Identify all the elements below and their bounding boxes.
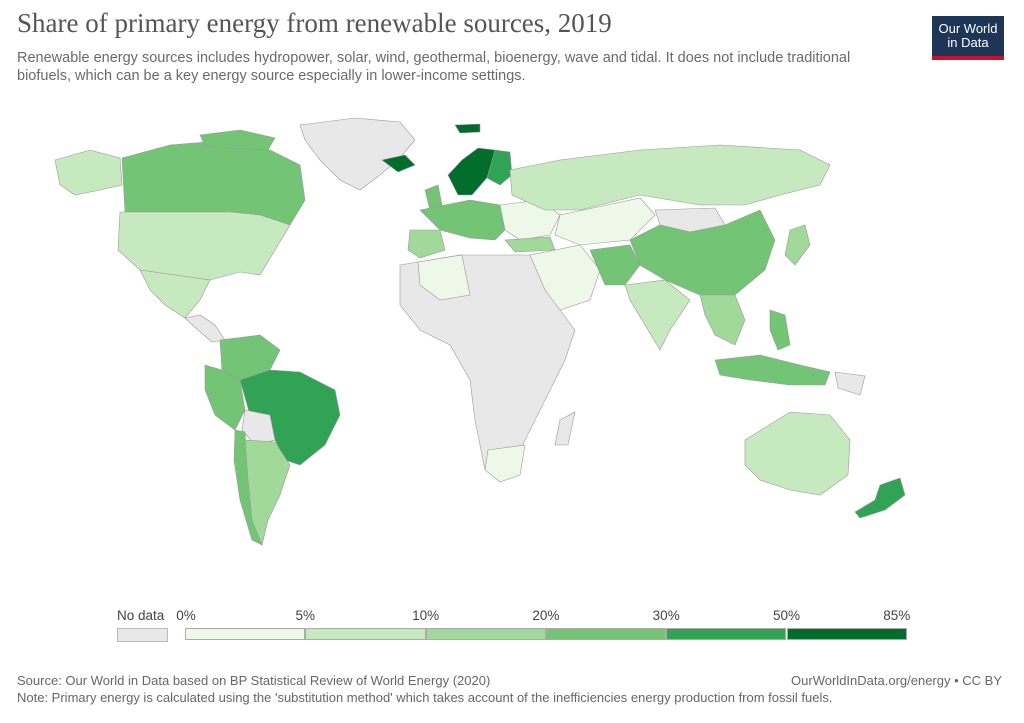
logo-line-1: Our World [938,21,998,36]
region-new-zealand[interactable] [854,477,906,519]
region-australia[interactable] [744,411,851,496]
region-svalbard[interactable] [454,123,481,134]
legend-tick-label: 10% [412,608,440,623]
world-map [54,117,906,546]
region-finland[interactable] [486,149,513,186]
region-central-america[interactable] [184,314,226,343]
legend-bin-1 [305,628,426,640]
region-western-europe[interactable] [419,199,511,241]
region-se-asia[interactable] [699,294,746,346]
legend-tick-label: 5% [295,608,316,623]
region-philippines[interactable] [769,309,791,351]
region-china[interactable] [629,209,776,296]
region-indonesia[interactable] [714,354,831,386]
legend-bin-5 [786,628,907,640]
region-russia[interactable] [509,144,831,211]
legend-tick-label: 0% [176,608,196,623]
legend-bin-2 [425,628,546,640]
logo-line-2: in Data [947,35,989,50]
legend-no-data-label: No data [117,608,165,623]
region-madagascar[interactable] [554,411,576,446]
region-canada-islands[interactable] [199,129,276,151]
credit-link[interactable]: OurWorldInData.org/energy • CC BY [791,673,1002,688]
region-greenland[interactable] [299,117,416,191]
chart-title: Share of primary energy from renewable s… [17,8,612,38]
legend-tick-label: 50% [772,608,801,623]
region-usa[interactable] [117,211,291,281]
region-iceland[interactable] [381,154,416,173]
region-argentina[interactable] [244,439,291,546]
chart-subtitle: Renewable energy sources includes hydrop… [17,50,851,84]
legend-bin-4 [666,628,787,640]
region-bolivia[interactable] [241,409,276,446]
legend-bin-0 [185,628,306,640]
owid-logo[interactable]: Our World in Data [932,16,1004,60]
legend-tick-label: 30% [652,608,680,623]
legend-tick-label: 20% [532,608,560,623]
legend: No data 0% 5% 10% 20% 30% 50% 85% [0,600,1024,650]
region-uk[interactable] [424,184,443,211]
region-algeria[interactable] [417,254,471,301]
legend-tick-label: 85% [883,608,911,623]
region-turkey[interactable] [504,236,556,253]
legend-bin-3 [545,628,667,640]
footnote: Note: Primary energy is calculated using… [17,690,833,705]
region-south-africa[interactable] [484,444,526,483]
region-iberia[interactable] [407,229,446,259]
region-png[interactable] [834,371,866,396]
region-japan[interactable] [784,224,811,266]
region-peru[interactable] [204,364,246,431]
region-pakistan[interactable] [589,244,641,286]
region-mexico[interactable] [139,269,211,319]
source-note: Source: Our World in Data based on BP St… [17,673,491,688]
legend-no-data-swatch [117,628,168,642]
region-alaska[interactable] [54,149,123,196]
region-india[interactable] [624,279,691,351]
